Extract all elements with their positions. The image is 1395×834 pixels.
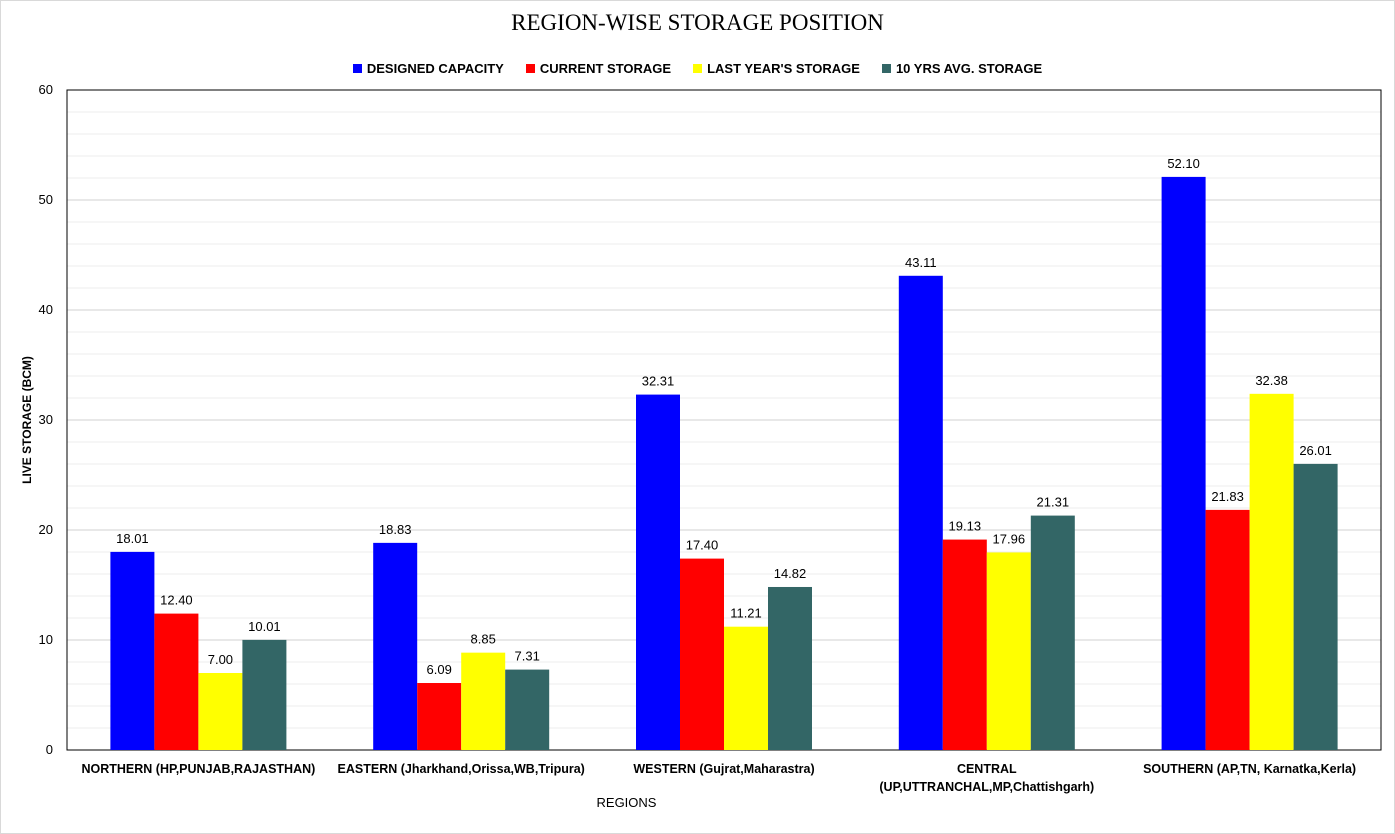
legend-item-current-storage: CURRENT STORAGE	[525, 61, 672, 76]
x-category-label: WESTERN (Gujrat,Maharastra)	[633, 762, 814, 776]
bar	[942, 539, 987, 750]
legend-item-designed-capacity: DESIGNED CAPACITY	[352, 61, 504, 76]
data-label: 11.21	[730, 606, 762, 621]
x-category-label: (UP,UTTRANCHAL,MP,Chattishgarh)	[879, 780, 1094, 794]
bar	[417, 683, 462, 750]
data-label: 18.83	[379, 522, 412, 537]
data-label: 32.38	[1255, 373, 1288, 388]
bar	[1030, 515, 1075, 750]
data-label: 8.85	[471, 632, 496, 647]
data-label: 7.31	[515, 649, 540, 664]
x-category-label: EASTERN (Jharkhand,Orissa,WB,Tripura)	[338, 762, 585, 776]
bar	[110, 551, 155, 750]
legend-label-last-years-storage: LAST YEAR'S STORAGE	[707, 61, 860, 76]
legend-label-10yrs-avg-storage: 10 YRS AVG. STORAGE	[895, 61, 1043, 76]
data-label: 52.10	[1167, 156, 1200, 171]
bar	[1293, 463, 1338, 750]
bar	[680, 558, 724, 750]
legend-swatch-10yrs-avg-storage	[881, 64, 891, 73]
bar	[898, 275, 943, 750]
data-label: 12.40	[160, 593, 193, 608]
bar	[1205, 509, 1250, 750]
bar	[198, 673, 243, 750]
legend-item-last-years-storage: LAST YEAR'S STORAGE	[693, 61, 860, 76]
data-label: 14.82	[774, 566, 807, 581]
data-label: 6.09	[427, 662, 452, 677]
legend-label-designed-capacity: DESIGNED CAPACITY	[366, 61, 504, 76]
data-label: 21.31	[1037, 495, 1070, 510]
legend-swatch-current-storage	[525, 64, 535, 73]
y-tick-label: 20	[39, 522, 53, 537]
data-label: 43.11	[905, 255, 937, 270]
y-tick-label: 50	[39, 192, 53, 207]
legend-swatch-last-years-storage	[693, 64, 703, 73]
y-tick-label: 60	[39, 82, 53, 97]
bar	[154, 613, 199, 750]
chart-title: REGION-WISE STORAGE POSITION	[511, 10, 884, 35]
y-tick-label: 40	[39, 302, 53, 317]
data-label: 26.01	[1299, 443, 1332, 458]
legend-label-current-storage: CURRENT STORAGE	[539, 61, 672, 76]
bar	[1249, 393, 1294, 750]
bar	[724, 626, 768, 750]
data-label: 7.00	[208, 652, 233, 667]
bar	[636, 394, 680, 750]
data-label: 17.40	[686, 538, 719, 553]
y-tick-label: 10	[39, 632, 53, 647]
x-category-label: NORTHERN (HP,PUNJAB,RAJASTHAN)	[81, 762, 315, 776]
bar	[461, 652, 506, 750]
x-category-label: CENTRAL	[957, 762, 1017, 776]
y-tick-label: 0	[46, 742, 53, 757]
data-label: 19.13	[949, 519, 982, 534]
legend: DESIGNED CAPACITY CURRENT STORAGE LAST Y…	[0, 61, 1395, 76]
legend-swatch-designed-capacity	[352, 64, 362, 73]
bar	[1161, 176, 1206, 750]
x-category-label: SOUTHERN (AP,TN, Karnatka,Kerla)	[1143, 762, 1356, 776]
x-axis-title: REGIONS	[596, 795, 657, 810]
y-tick-label: 30	[39, 412, 53, 427]
bar	[768, 586, 812, 750]
bar	[986, 552, 1031, 750]
data-label: 18.01	[116, 531, 149, 546]
data-label: 10.01	[248, 619, 281, 634]
data-label: 17.96	[993, 531, 1026, 546]
bar	[373, 542, 418, 750]
legend-item-10yrs-avg-storage: 10 YRS AVG. STORAGE	[881, 61, 1043, 76]
bar	[242, 639, 287, 750]
data-label: 32.31	[642, 374, 675, 389]
bar	[505, 669, 550, 750]
data-label: 21.83	[1211, 489, 1244, 504]
